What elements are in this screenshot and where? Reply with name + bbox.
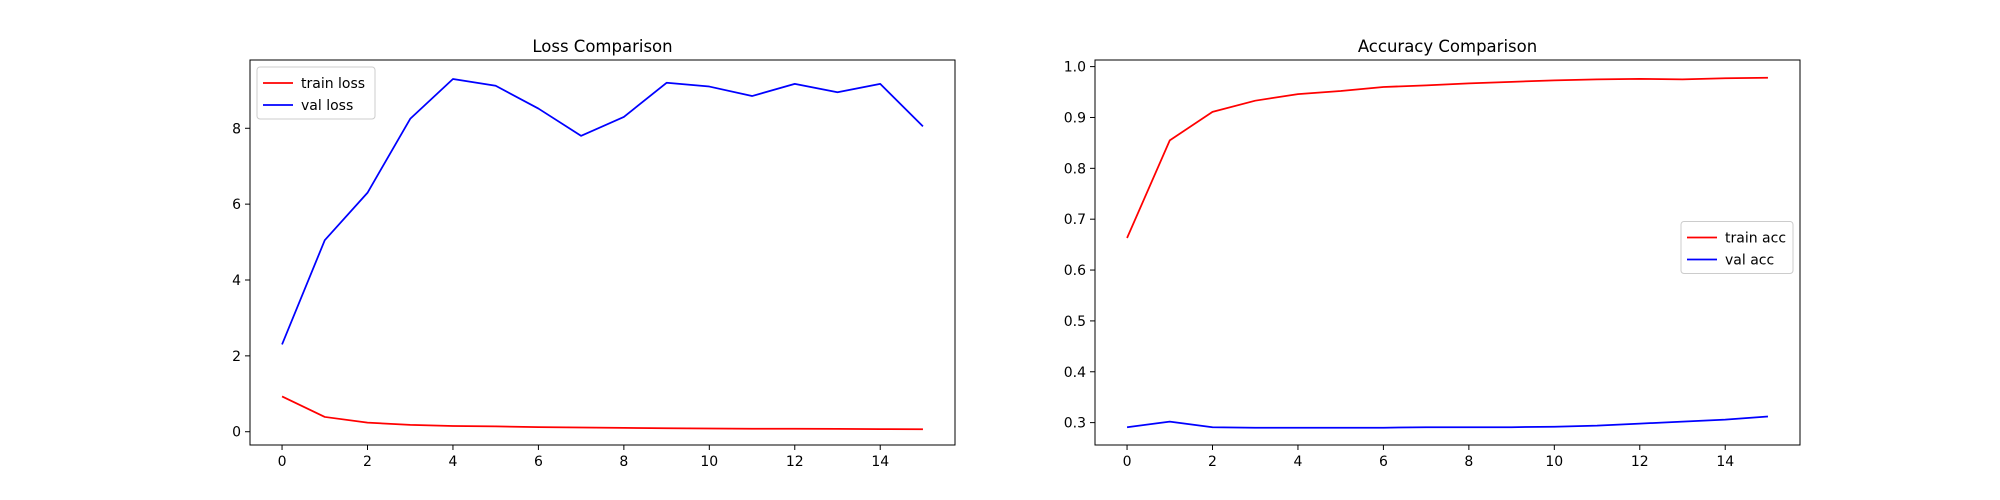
x-tick-label: 6 <box>534 454 543 470</box>
legend-box <box>256 66 376 120</box>
y-tick-label: 0.7 <box>1064 212 1086 228</box>
chart-title: Loss Comparison <box>532 37 672 56</box>
x-tick-label: 2 <box>363 454 372 470</box>
x-tick-label: 6 <box>1379 454 1388 470</box>
x-tick-label: 8 <box>619 454 628 470</box>
x-tick-label: 4 <box>1293 454 1302 470</box>
legend-entry: train acc <box>1725 231 1786 247</box>
legend: train acc val acc <box>1680 221 1794 274</box>
x-tick-label: 2 <box>1208 454 1217 470</box>
y-tick-label: 6 <box>232 197 241 213</box>
x-tick-label: 4 <box>448 454 457 470</box>
y-tick-label: 1.0 <box>1064 60 1086 76</box>
y-tick-label: 0.9 <box>1064 110 1086 126</box>
y-tick-label: 2 <box>232 349 241 365</box>
x-tick-label: 14 <box>1716 454 1734 470</box>
x-tick-label: 12 <box>1631 454 1649 470</box>
series-line-val-acc <box>1126 415 1769 429</box>
series-line-train-loss <box>281 395 923 431</box>
loss-chart: Loss Comparison 0 2 4 6 8 10 12 14 0 2 4 6 8 train los… <box>232 37 956 470</box>
y-tick-label: 0 <box>232 425 241 441</box>
legend-box <box>1680 221 1794 274</box>
y-tick-label: 0.8 <box>1064 161 1086 177</box>
y-tick-label: 8 <box>232 121 241 137</box>
series-line-val-loss <box>281 78 924 345</box>
chart-title: Accuracy Comparison <box>1358 37 1537 56</box>
plot-frame <box>1094 59 1801 446</box>
x-tick-label: 10 <box>700 454 718 470</box>
y-tick-label: 0.6 <box>1064 263 1086 279</box>
legend-entry: val loss <box>301 98 353 114</box>
y-tick-label: 0.4 <box>1064 365 1086 381</box>
series-line-train-acc <box>1126 76 1768 239</box>
legend-entry: val acc <box>1725 253 1774 269</box>
x-tick-label: 14 <box>871 454 889 470</box>
x-tick-label: 10 <box>1545 454 1563 470</box>
accuracy-chart: Accuracy Comparison 0 2 4 6 8 10 12 14 0.3 0.4 0.5 0… <box>1064 37 1801 470</box>
y-tick-label: 0.3 <box>1064 416 1086 432</box>
x-tick-label: 8 <box>1464 454 1473 470</box>
x-tick-label: 0 <box>278 454 287 470</box>
y-tick-label: 0.5 <box>1064 314 1086 330</box>
plot-frame <box>249 59 956 446</box>
x-tick-label: 12 <box>786 454 804 470</box>
x-tick-label: 0 <box>1123 454 1132 470</box>
legend-entry: train loss <box>301 76 365 92</box>
y-tick-label: 4 <box>232 273 241 289</box>
legend: train loss val loss <box>256 66 376 120</box>
